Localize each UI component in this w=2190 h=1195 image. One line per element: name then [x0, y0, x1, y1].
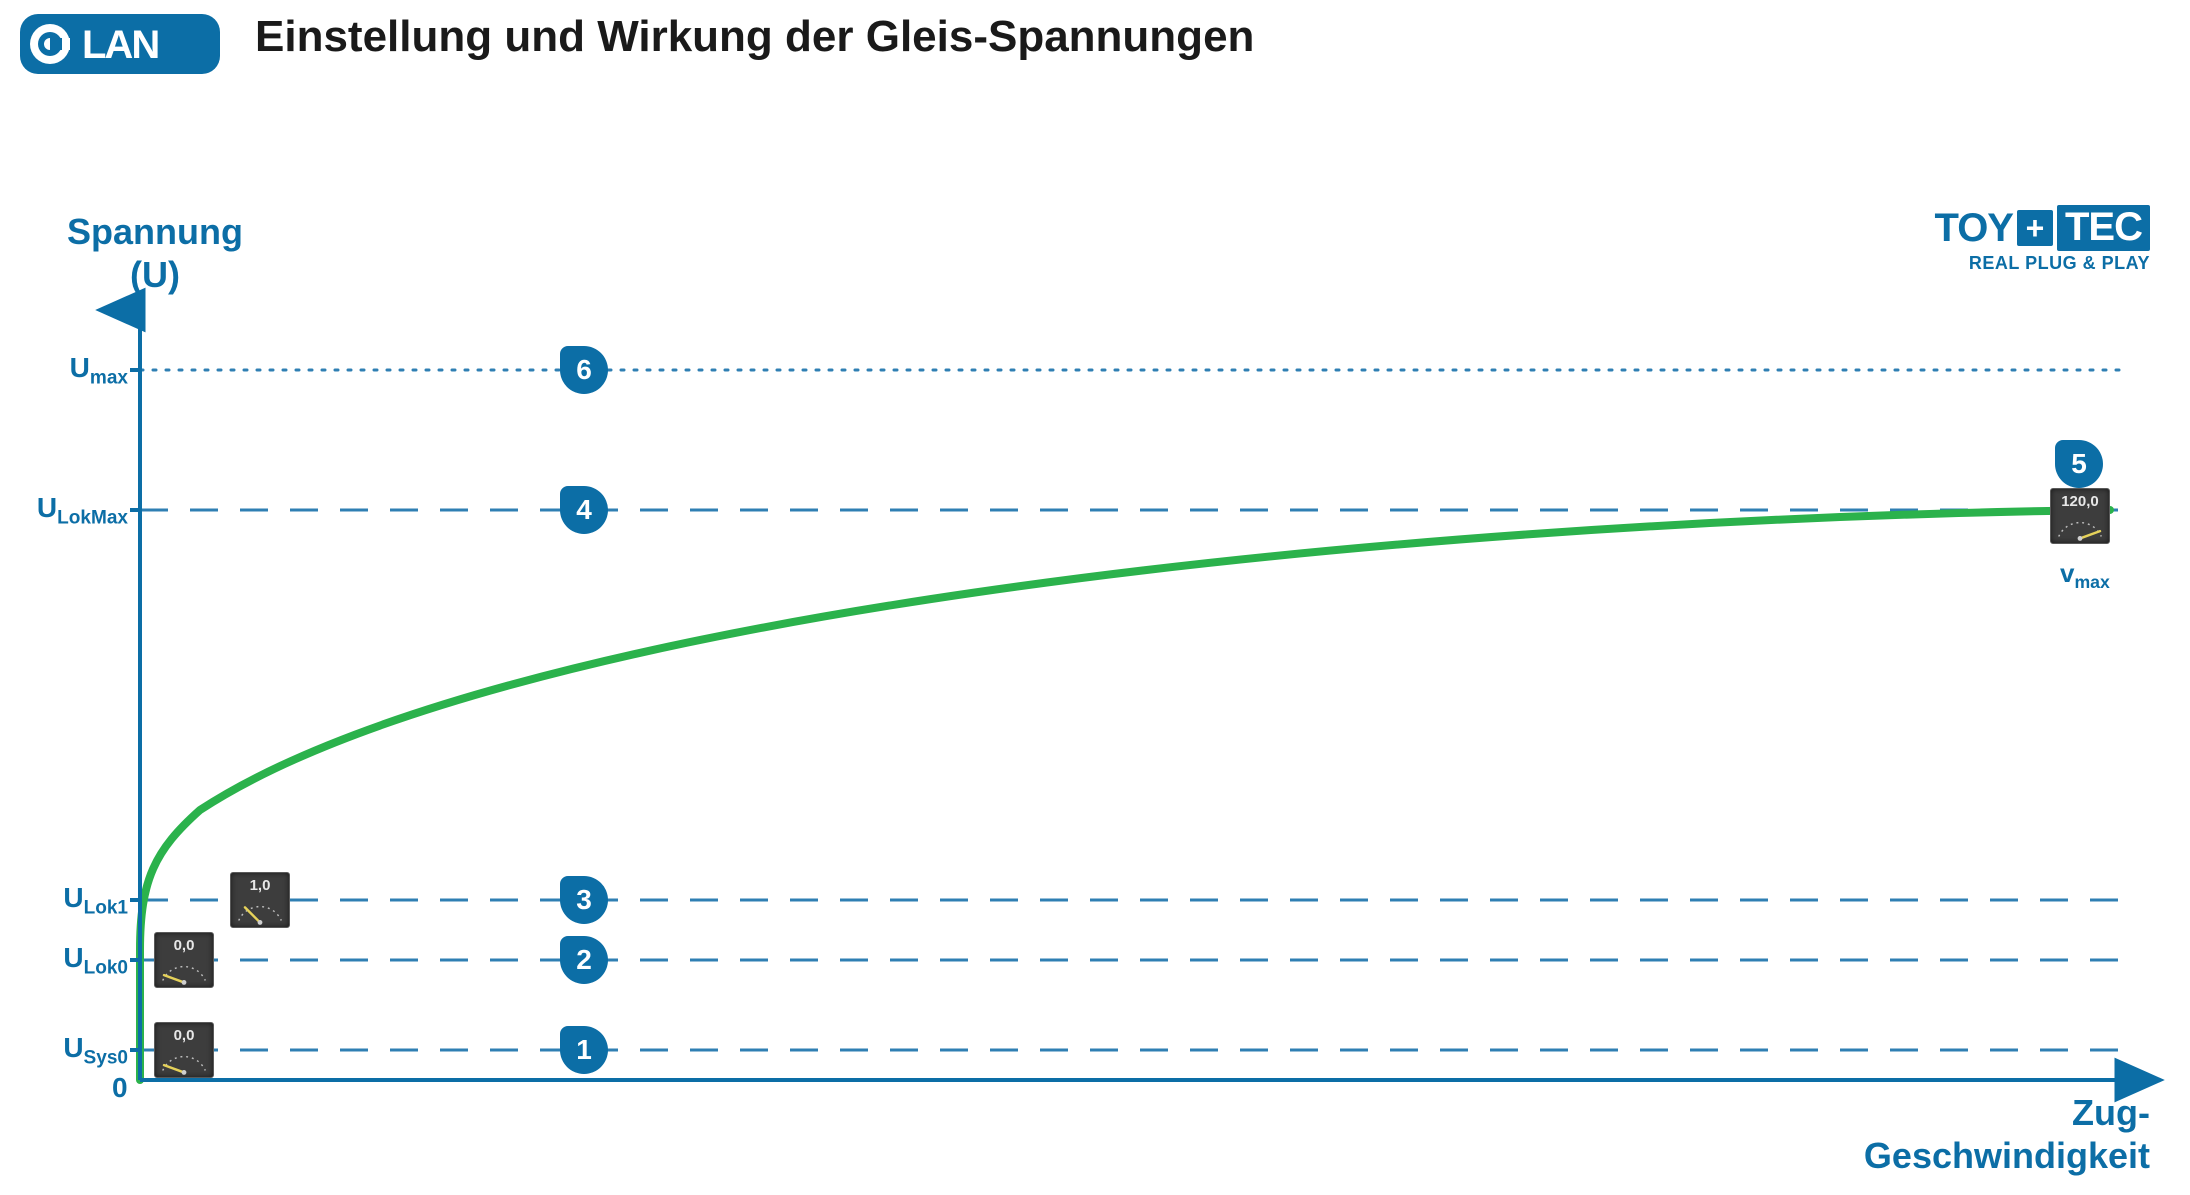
badge-2: 2 [560, 936, 608, 984]
gauge-ULok0: 0,0 [154, 932, 214, 988]
chart-plot [140, 310, 2130, 1080]
ytick-USys0: USys0 [18, 1032, 128, 1070]
ytick-ULok0: ULok0 [18, 942, 128, 980]
badge-4: 4 [560, 486, 608, 534]
ytick-Umax: Umax [18, 352, 128, 390]
toytec-tec: TEC [2057, 205, 2150, 251]
ytick-ULok1: ULok1 [18, 882, 128, 920]
badge-5: 5 [2055, 440, 2103, 488]
vmax-label: vmax [2060, 558, 2110, 593]
ytick-ULokMax: ULokMax [18, 492, 128, 530]
plus-icon: + [2017, 210, 2053, 246]
gauge-USys0: 0,0 [154, 1022, 214, 1078]
origin-label: 0 [112, 1072, 128, 1104]
toytec-tagline: REAL PLUG & PLAY [1934, 253, 2150, 274]
toytec-logo: TOY + TEC REAL PLUG & PLAY [1934, 205, 2150, 274]
badge-1: 1 [560, 1026, 608, 1074]
toytec-toy: TOY [1934, 206, 2013, 251]
gauge-ULok1: 1,0 [230, 872, 290, 928]
badge-6: 6 [560, 346, 608, 394]
page-title: Einstellung und Wirkung der Gleis-Spannu… [255, 12, 1254, 62]
badge-3: 3 [560, 876, 608, 924]
y-axis-label: Spannung (U) [60, 210, 250, 296]
chart-svg [140, 310, 2130, 1080]
alan-logo: LAN [20, 14, 220, 74]
svg-text:LAN: LAN [82, 23, 158, 67]
x-axis-label: Zug- Geschwindigkeit [1864, 1091, 2150, 1177]
gauge-max: 120,0 [2050, 488, 2110, 544]
